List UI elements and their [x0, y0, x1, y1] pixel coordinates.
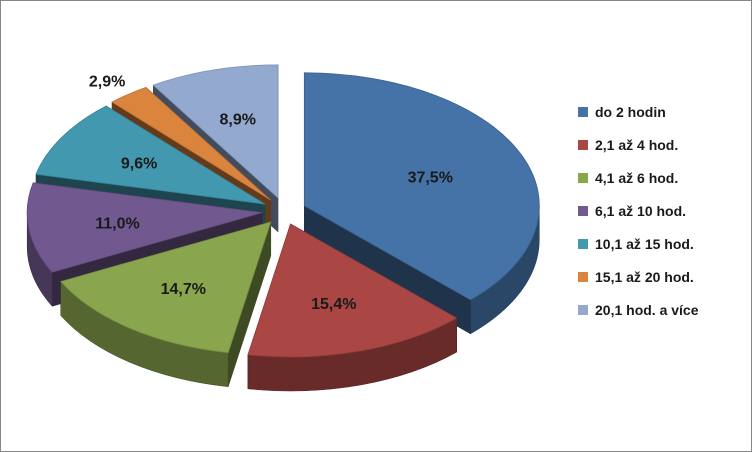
slice-top-3 — [26, 182, 263, 273]
data-label-3: 11,0% — [95, 215, 139, 232]
legend-label: 4,1 až 6 hod. — [595, 170, 678, 186]
data-labels: 37,5% 15,4% 14,7% 11,0% 9,6% 2,9% 8,9% — [89, 73, 453, 312]
legend-swatch — [578, 305, 588, 315]
legend-swatch — [578, 140, 588, 150]
legend-item: 10,1 až 15 hod. — [578, 236, 694, 252]
legend-item: 2,1 až 4 hod. — [578, 137, 678, 153]
slice-top-4 — [35, 105, 266, 205]
legend-swatch — [578, 239, 588, 249]
legend-item: 20,1 hod. a více — [578, 302, 699, 318]
pie-tops — [26, 64, 540, 358]
legend-swatch — [578, 173, 588, 183]
legend-swatch — [578, 206, 588, 216]
legend-swatch — [578, 272, 588, 282]
legend-label: do 2 hodin — [595, 104, 666, 120]
legend-item: 4,1 až 6 hod. — [578, 170, 678, 186]
legend-swatch — [578, 107, 588, 117]
data-label-0: 37,5% — [408, 169, 453, 186]
slice-top-6 — [152, 64, 279, 199]
legend-label: 15,1 až 20 hod. — [595, 269, 694, 285]
legend-item: 6,1 až 10 hod. — [578, 203, 686, 219]
data-label-4: 9,6% — [121, 156, 157, 173]
legend-label: 2,1 až 4 hod. — [595, 137, 678, 153]
legend: do 2 hodin 2,1 až 4 hod. 4,1 až 6 hod. 6,1 … — [578, 104, 699, 318]
legend-label: 6,1 až 10 hod. — [595, 203, 686, 219]
slice-top-1 — [247, 223, 458, 358]
slice-top-5 — [111, 86, 271, 201]
data-label-6: 8,9% — [219, 112, 255, 129]
legend-label: 10,1 až 15 hod. — [595, 236, 694, 252]
data-label-5: 2,9% — [89, 73, 125, 90]
legend-item: 15,1 až 20 hod. — [578, 269, 694, 285]
data-label-1: 15,4% — [311, 296, 356, 313]
legend-item: do 2 hodin — [578, 104, 666, 120]
slice-top-0 — [303, 72, 540, 301]
legend-label: 20,1 hod. a více — [595, 302, 699, 318]
data-label-2: 14,7% — [161, 281, 206, 298]
slice-top-2 — [60, 221, 272, 354]
